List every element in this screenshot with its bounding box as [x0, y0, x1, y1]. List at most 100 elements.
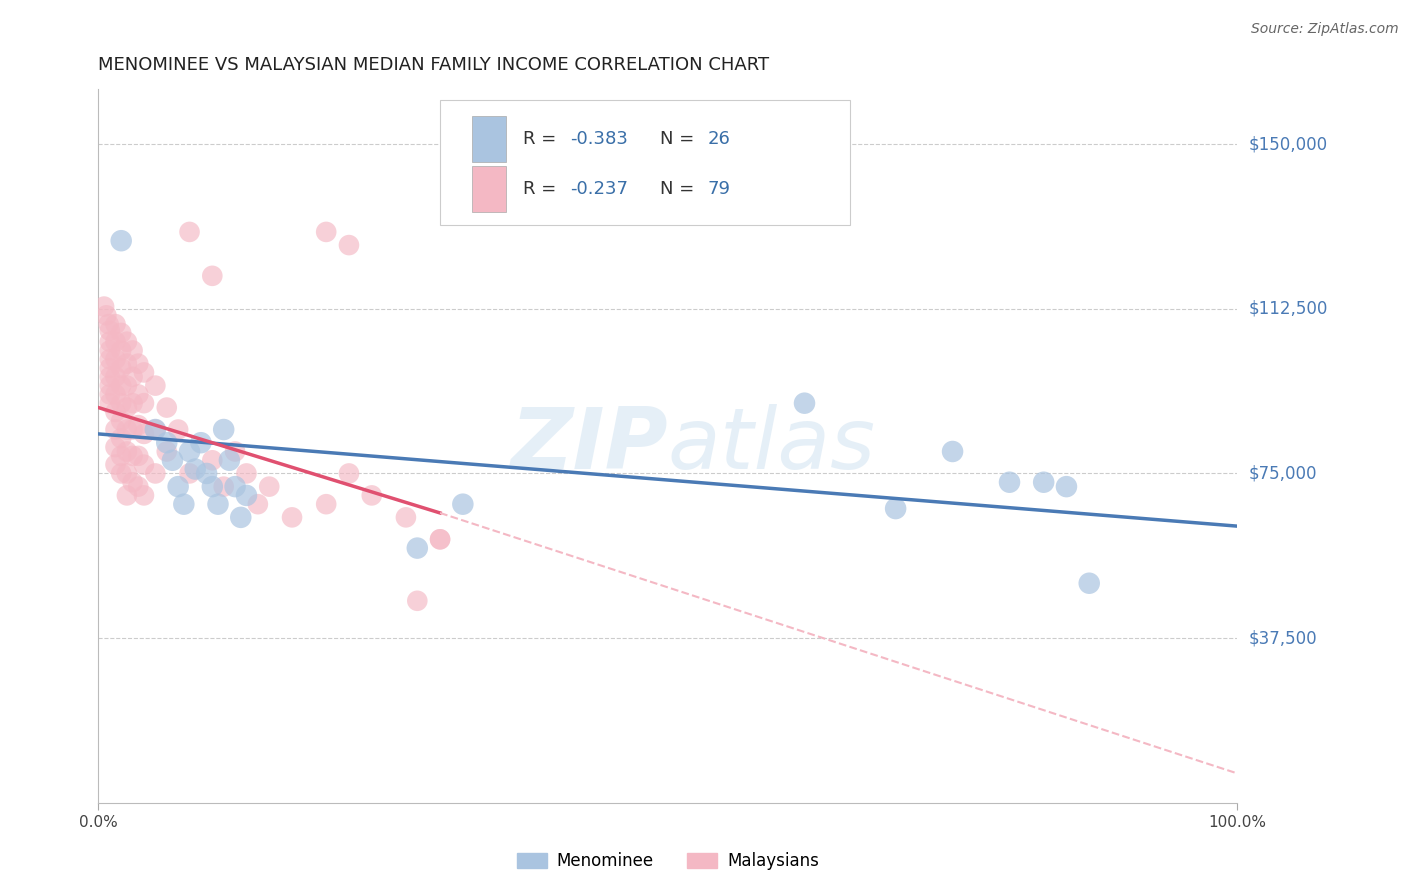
Point	[96, 309, 118, 323]
Text: MENOMINEE VS MALAYSIAN MEDIAN FAMILY INCOME CORRELATION CHART: MENOMINEE VS MALAYSIAN MEDIAN FAMILY INC…	[98, 56, 769, 74]
Point	[115, 488, 138, 502]
Point	[98, 334, 121, 349]
Point	[167, 480, 190, 494]
Point	[229, 510, 252, 524]
Point	[201, 268, 224, 283]
Point	[104, 423, 127, 437]
Point	[184, 462, 207, 476]
Point	[104, 405, 127, 419]
Point	[110, 396, 132, 410]
Text: atlas: atlas	[668, 404, 876, 488]
Point	[104, 458, 127, 472]
Text: $75,000: $75,000	[1249, 465, 1317, 483]
Point	[98, 369, 121, 384]
Point	[942, 444, 965, 458]
Point	[451, 497, 474, 511]
Point	[98, 352, 121, 367]
Point	[218, 453, 240, 467]
Text: N =: N =	[659, 130, 700, 148]
Point	[235, 488, 257, 502]
Point	[162, 453, 184, 467]
Text: 26: 26	[707, 130, 731, 148]
Point	[127, 418, 149, 433]
Point	[246, 497, 269, 511]
Point	[190, 435, 212, 450]
Point	[173, 497, 195, 511]
Point	[145, 467, 167, 481]
Point	[156, 435, 179, 450]
Point	[104, 387, 127, 401]
Point	[127, 480, 149, 494]
Point	[127, 357, 149, 371]
Text: -0.383: -0.383	[569, 130, 628, 148]
Point	[93, 300, 115, 314]
Point	[337, 238, 360, 252]
Point	[201, 453, 224, 467]
Point	[110, 234, 132, 248]
Point	[195, 467, 218, 481]
Point	[235, 467, 257, 481]
Text: ZIP: ZIP	[510, 404, 668, 488]
Point	[132, 426, 155, 441]
Point	[1054, 480, 1078, 494]
Point	[98, 387, 121, 401]
Text: $150,000: $150,000	[1249, 135, 1327, 153]
Point	[104, 317, 127, 331]
Point	[121, 396, 143, 410]
Text: $112,500: $112,500	[1249, 300, 1327, 318]
Point	[179, 444, 201, 458]
Point	[429, 533, 451, 547]
Point	[127, 387, 149, 401]
Point	[156, 444, 179, 458]
Point	[156, 401, 179, 415]
Point	[145, 378, 167, 392]
Point	[110, 361, 132, 376]
Text: Source: ZipAtlas.com: Source: ZipAtlas.com	[1251, 22, 1399, 37]
Point	[110, 378, 132, 392]
Point	[212, 480, 235, 494]
FancyBboxPatch shape	[472, 116, 506, 162]
Text: N =: N =	[659, 180, 700, 198]
Point	[360, 488, 382, 502]
Point	[98, 378, 121, 392]
Point	[224, 480, 246, 494]
Point	[145, 423, 167, 437]
Point	[167, 423, 190, 437]
Point	[132, 366, 155, 380]
Point	[110, 326, 132, 340]
Point	[315, 225, 337, 239]
Point	[115, 334, 138, 349]
Point	[98, 361, 121, 376]
Point	[884, 501, 907, 516]
Point	[259, 480, 281, 494]
Point	[121, 475, 143, 490]
Point	[97, 317, 120, 331]
Point	[115, 423, 138, 437]
Point	[110, 431, 132, 445]
Point	[132, 488, 155, 502]
Point	[115, 357, 138, 371]
Point	[406, 541, 429, 555]
Point	[201, 480, 224, 494]
Point	[121, 343, 143, 358]
Point	[110, 343, 132, 358]
Point	[429, 533, 451, 547]
Point	[98, 343, 121, 358]
Text: 79: 79	[707, 180, 731, 198]
Point	[104, 352, 127, 367]
Text: R =: R =	[523, 130, 562, 148]
Point	[132, 396, 155, 410]
Point	[110, 414, 132, 428]
Text: -0.237: -0.237	[569, 180, 628, 198]
Point	[337, 467, 360, 481]
Point	[115, 444, 138, 458]
Point	[281, 510, 304, 524]
Point	[110, 467, 132, 481]
Point	[207, 497, 229, 511]
Point	[115, 401, 138, 415]
Point	[104, 369, 127, 384]
FancyBboxPatch shape	[440, 100, 851, 225]
Point	[406, 594, 429, 608]
Point	[145, 423, 167, 437]
Point	[104, 440, 127, 454]
